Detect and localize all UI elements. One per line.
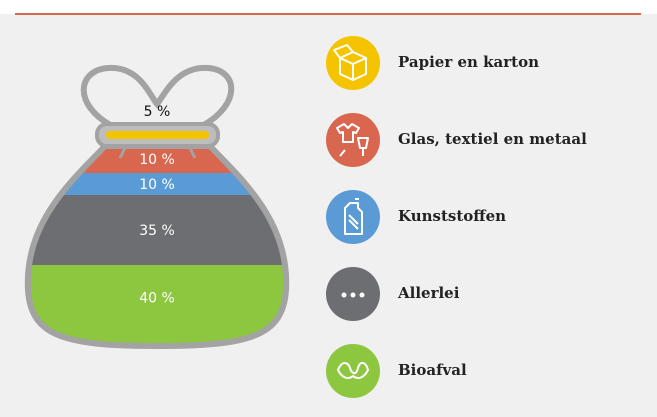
icon-glass — [336, 123, 369, 157]
legend-label: Glas, textiel en metaal — [398, 130, 587, 148]
icon-dots — [341, 292, 365, 298]
string — [188, 147, 197, 159]
legend-icon — [326, 344, 380, 398]
bag-outline — [24, 143, 290, 350]
value-label: 35 % — [139, 223, 175, 239]
legend-icon — [326, 190, 380, 244]
value-label: 5 % — [144, 104, 171, 120]
value-label: 40 % — [139, 291, 175, 307]
bag-segment — [27, 265, 287, 346]
icon-box — [333, 44, 367, 81]
bag-segment — [27, 173, 287, 195]
icons — [333, 44, 369, 379]
icon-bio — [337, 362, 369, 379]
legend-label: Bioafval — [398, 361, 467, 379]
value-label: 10 % — [139, 177, 175, 193]
tie-segment — [106, 131, 209, 139]
legend-label: Papier en karton — [398, 53, 539, 71]
icon-bottle — [344, 198, 363, 235]
string — [118, 147, 127, 159]
bag-handle — [80, 64, 235, 129]
legend-label: Kunststoffen — [398, 207, 506, 225]
value-label: 10 % — [139, 152, 175, 168]
bag-segment — [27, 195, 287, 265]
legend-label: Allerlei — [397, 284, 460, 302]
